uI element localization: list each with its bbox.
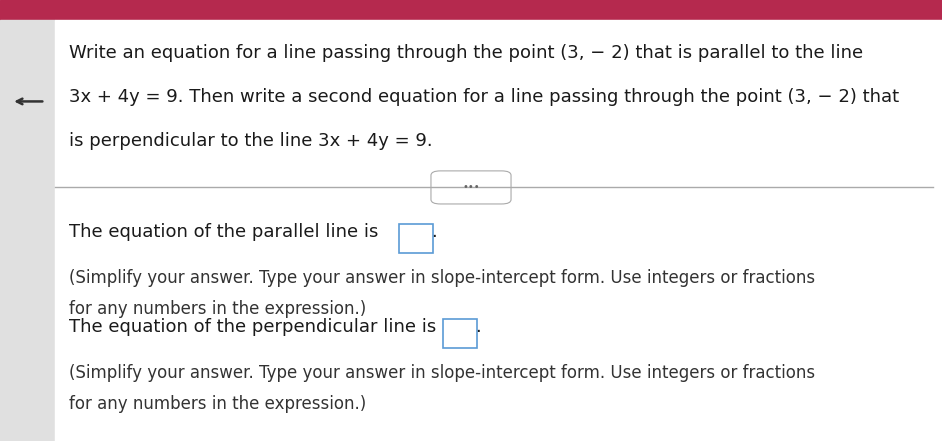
Text: Write an equation for a line passing through the point (3, − 2) that is parallel: Write an equation for a line passing thr… [69, 44, 863, 62]
Text: 3x + 4y = 9. Then write a second equation for a line passing through the point (: 3x + 4y = 9. Then write a second equatio… [69, 88, 899, 106]
FancyBboxPatch shape [443, 319, 477, 348]
Text: The equation of the perpendicular line is: The equation of the perpendicular line i… [69, 318, 442, 336]
Text: •••: ••• [463, 183, 479, 192]
Text: .: . [431, 223, 437, 241]
Text: is perpendicular to the line 3x + 4y = 9.: is perpendicular to the line 3x + 4y = 9… [69, 132, 432, 150]
Text: The equation of the parallel line is: The equation of the parallel line is [69, 223, 384, 241]
Text: for any numbers in the expression.): for any numbers in the expression.) [69, 300, 366, 318]
FancyBboxPatch shape [431, 171, 511, 204]
Bar [0, 20, 55, 441]
Text: (Simplify your answer. Type your answer in slope-intercept form. Use integers or: (Simplify your answer. Type your answer … [69, 364, 815, 382]
Text: (Simplify your answer. Type your answer in slope-intercept form. Use integers or: (Simplify your answer. Type your answer … [69, 269, 815, 287]
Text: for any numbers in the expression.): for any numbers in the expression.) [69, 395, 366, 413]
Text: .: . [475, 318, 480, 336]
Bar [0, 0, 942, 20]
FancyBboxPatch shape [399, 224, 433, 253]
